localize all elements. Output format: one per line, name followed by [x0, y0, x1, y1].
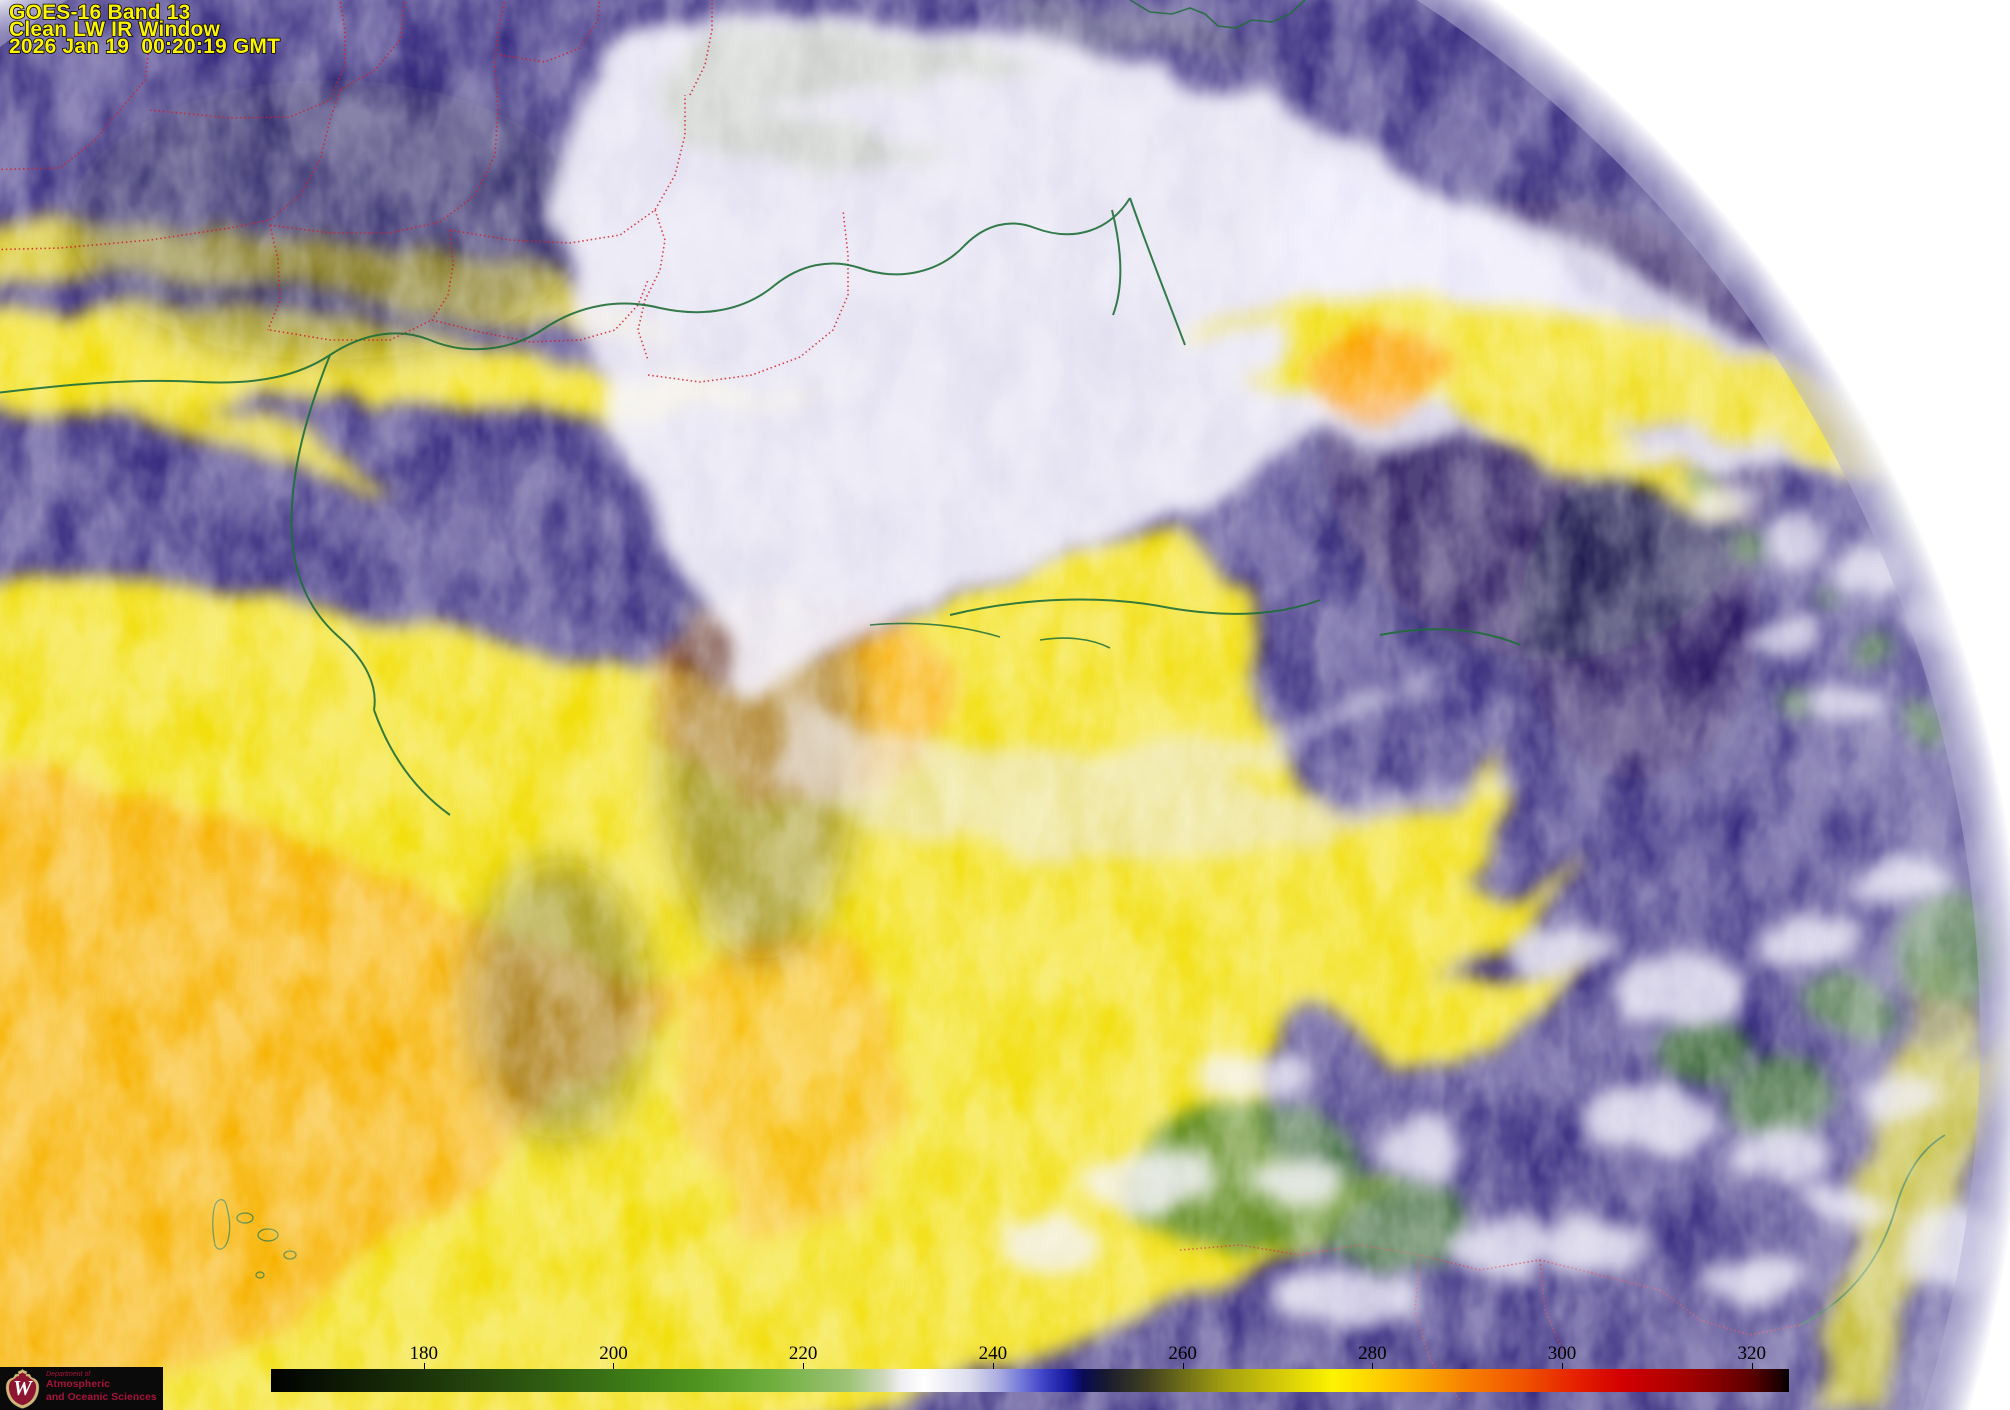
- svg-text:W: W: [13, 1376, 34, 1400]
